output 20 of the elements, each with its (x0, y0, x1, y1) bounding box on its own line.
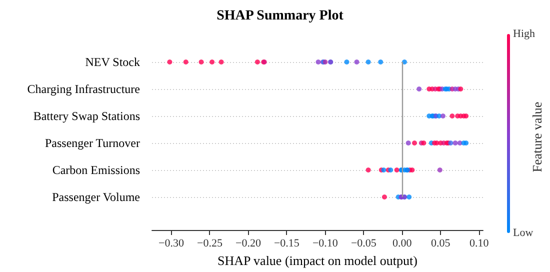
x-tick-label: −0.05 (350, 238, 377, 250)
x-tick-label: −0.25 (197, 238, 223, 250)
y-tick-label: Carbon Emissions (52, 163, 140, 177)
x-tick-label: 0.00 (392, 238, 412, 250)
text: Low (513, 227, 534, 239)
color-bar-title: Feature value (530, 102, 544, 172)
x-tick-label: −0.20 (235, 238, 262, 250)
x-tick-label: −0.15 (274, 238, 300, 250)
x-tick-label: −0.30 (158, 238, 184, 250)
y-tick-label: Passenger Volume (52, 190, 140, 204)
y-tick-label: Charging Infrastructure (27, 82, 140, 96)
x-axis-title: SHAP value (impact on model output) (218, 253, 418, 268)
x-tick-label: −0.10 (312, 238, 338, 250)
chart-title: SHAP Summary Plot (216, 8, 344, 24)
y-tick-label: Passenger Turnover (45, 136, 140, 150)
y-tick-label: NEV Stock (85, 55, 140, 69)
y-tick-label: Battery Swap Stations (33, 109, 140, 123)
x-tick-label: 0.05 (431, 238, 451, 250)
x-tick-label: 0.10 (470, 238, 490, 250)
text: High (513, 28, 536, 40)
